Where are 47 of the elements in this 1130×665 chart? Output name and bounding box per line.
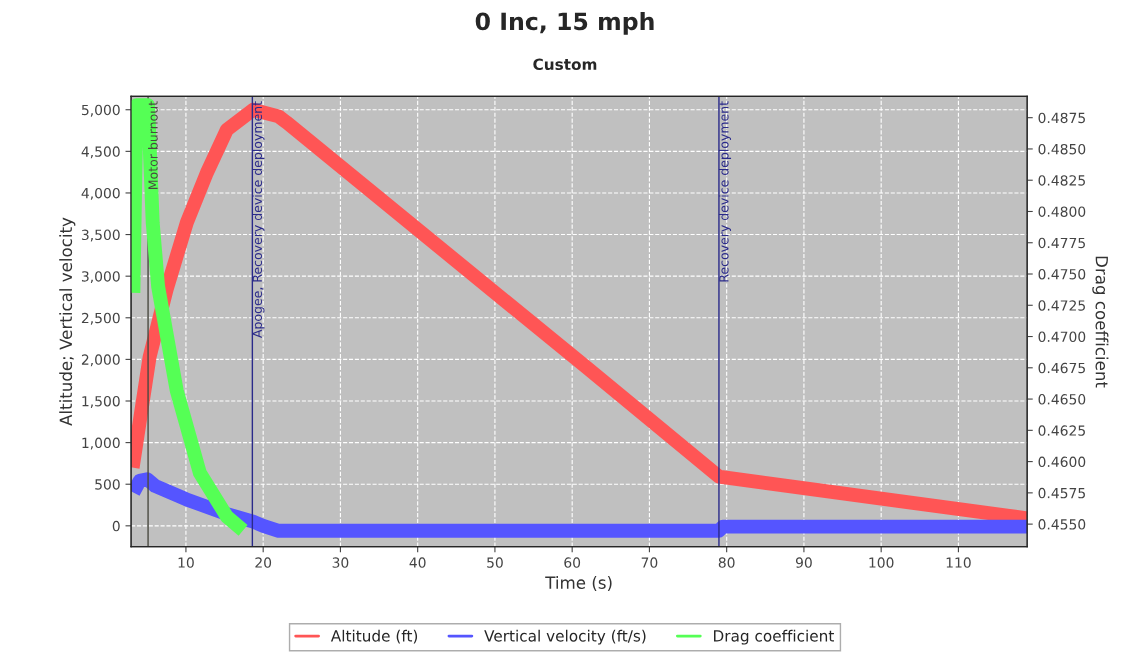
y2-tick-label: 0.4800 bbox=[1038, 206, 1086, 217]
y2-tick-label: 0.4825 bbox=[1038, 175, 1085, 186]
legend-label: Altitude (ft) bbox=[330, 629, 418, 644]
y-tick-label: 4,000 bbox=[81, 187, 120, 200]
y2-tick-label: 0.4625 bbox=[1038, 425, 1085, 436]
y2-tick-label: 0.4750 bbox=[1038, 268, 1086, 280]
legend-label: Drag coefficient bbox=[714, 629, 834, 645]
y-tick-label: 500 bbox=[95, 479, 120, 490]
y2-axis-title: Drag coefficient bbox=[1092, 256, 1109, 388]
y-tick-label: 1,000 bbox=[82, 437, 120, 450]
x-tick-label: 90 bbox=[795, 557, 812, 568]
x-tick-label: 80 bbox=[718, 557, 735, 568]
y-tick-label: 4,500 bbox=[81, 146, 120, 159]
y2-tick-label: 0.4575 bbox=[1038, 487, 1085, 499]
chart-title: 0 Inc, 15 mph bbox=[475, 11, 654, 35]
y2-tick-label: 0.4600 bbox=[1038, 456, 1086, 468]
y2-tick-label: 0.4875 bbox=[1038, 112, 1085, 124]
x-tick-label: 30 bbox=[332, 557, 349, 568]
y-tick-label: 3,500 bbox=[81, 229, 120, 242]
x-tick-label: 50 bbox=[487, 557, 503, 568]
x-tick-label: 20 bbox=[255, 557, 272, 568]
y-tick-label: 3,000 bbox=[81, 271, 120, 284]
ref-line-label: Apogee, Recovery device deployment bbox=[252, 101, 265, 338]
y2-tick-label: 0.4675 bbox=[1038, 362, 1085, 374]
x-tick-label: 100 bbox=[869, 557, 894, 568]
y2-tick-label: 0.4700 bbox=[1038, 331, 1086, 343]
x-tick-label: 60 bbox=[564, 557, 581, 568]
ref-line-label: Recovery device deployment bbox=[718, 101, 732, 282]
y-axis-title: Altitude; Vertical velocity bbox=[59, 217, 76, 426]
y2-tick-label: 0.4650 bbox=[1038, 394, 1086, 405]
y-tick-label: 2,000 bbox=[81, 354, 120, 367]
y-tick-label: 1,500 bbox=[82, 395, 120, 408]
x-tick-label: 110 bbox=[946, 557, 971, 568]
y2-tick-label: 0.4725 bbox=[1038, 300, 1085, 311]
x-axis-title: Time (s) bbox=[545, 576, 612, 591]
x-tick-label: 40 bbox=[409, 557, 426, 568]
x-tick-label: 70 bbox=[641, 557, 658, 568]
chart-subtitle: Custom bbox=[533, 58, 597, 71]
x-tick-label: 10 bbox=[178, 557, 194, 568]
y2-tick-label: 0.4775 bbox=[1038, 237, 1085, 249]
y-tick-label: 0 bbox=[112, 520, 120, 532]
y-tick-label: 5,000 bbox=[81, 104, 120, 117]
y-tick-label: 2,500 bbox=[81, 312, 120, 325]
ref-line-label: Motor burnout bbox=[148, 101, 158, 189]
y2-tick-label: 0.4850 bbox=[1038, 143, 1086, 155]
legend-label: Vertical velocity (ft/s) bbox=[484, 629, 646, 645]
y2-tick-label: 0.4550 bbox=[1038, 519, 1086, 530]
